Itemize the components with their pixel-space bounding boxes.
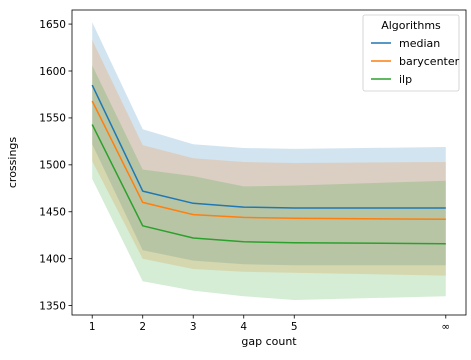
y-tick-label: 1450 xyxy=(39,207,66,219)
y-tick-label: 1650 xyxy=(39,19,66,31)
y-axis-ticks: 1350 1400 1450 1500 1550 1600 1650 xyxy=(39,19,72,312)
series-line-barycenter xyxy=(91,100,446,221)
y-tick-label: 1600 xyxy=(39,66,66,78)
y-axis-label: crossings xyxy=(6,137,19,189)
x-tick-label: 2 xyxy=(139,321,146,333)
legend-entries: median barycenter ilp xyxy=(371,37,460,86)
x-axis-label: gap count xyxy=(241,335,297,348)
x-tick-label: 5 xyxy=(291,321,298,333)
legend-label-ilp: ilp xyxy=(399,73,412,86)
x-axis-ticks: 1 2 3 4 5 ∞ xyxy=(89,315,450,333)
legend-title: Algorithms xyxy=(381,19,441,32)
plot-frame xyxy=(71,9,467,316)
series-line-median xyxy=(91,84,446,209)
legend-box xyxy=(362,14,460,92)
y-tick-label: 1350 xyxy=(39,300,66,312)
confidence-bands xyxy=(92,22,446,301)
y-tick-label: 1500 xyxy=(39,160,66,172)
series-lines xyxy=(91,84,446,245)
y-tick-label: 1550 xyxy=(39,113,66,125)
y-tick-label: 1400 xyxy=(39,253,66,265)
x-tick-label: 3 xyxy=(190,321,197,333)
legend-label-barycenter: barycenter xyxy=(399,55,460,68)
series-line-ilp xyxy=(91,124,446,245)
x-tick-label: ∞ xyxy=(441,321,450,333)
band-ilp xyxy=(92,65,446,301)
x-tick-label: 4 xyxy=(240,321,247,333)
band-median xyxy=(92,22,446,266)
legend: Algorithms median barycenter ilp xyxy=(362,14,460,92)
x-tick-label: 1 xyxy=(89,321,96,333)
legend-label-median: median xyxy=(399,37,440,50)
band-barycenter xyxy=(92,40,446,276)
